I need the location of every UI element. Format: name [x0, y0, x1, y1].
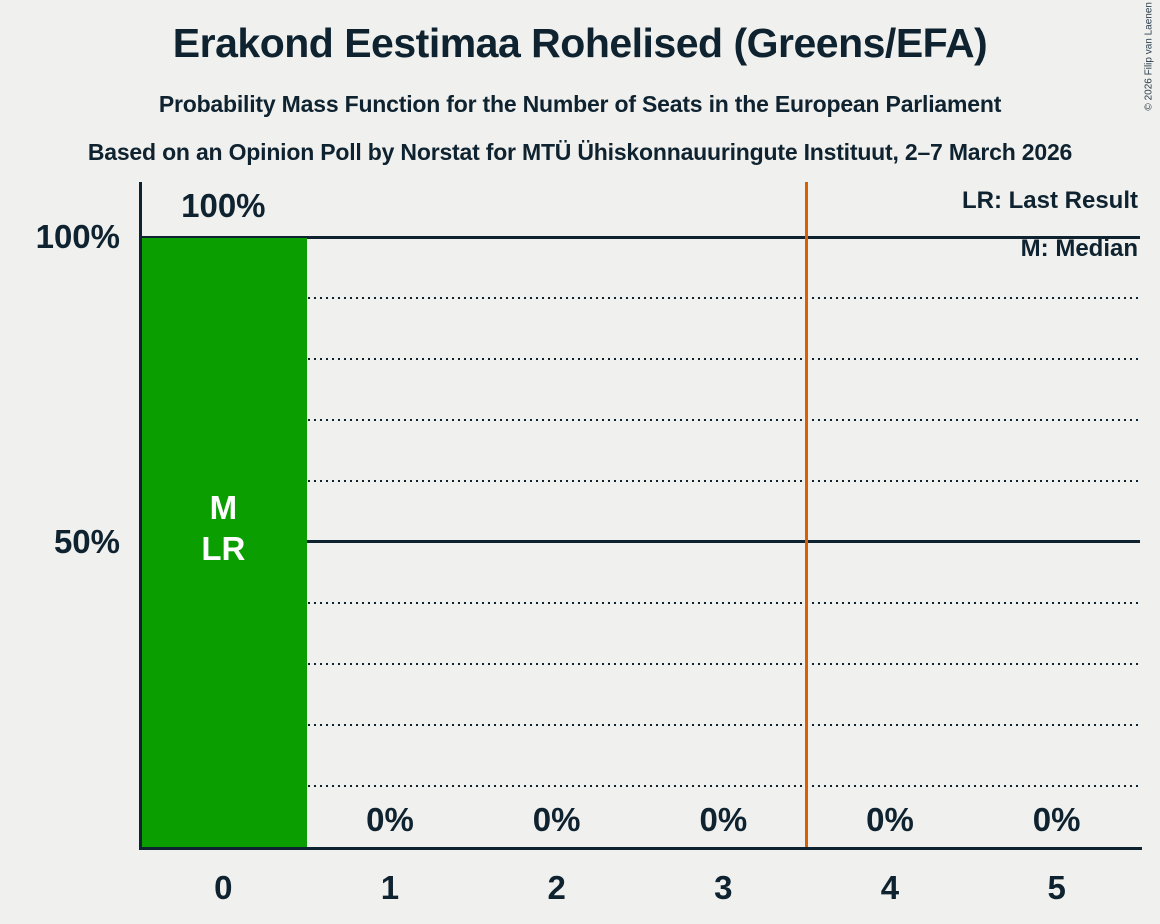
bar-value-label-2: 0%: [532, 801, 581, 838]
bar-value-label-0: 100%: [181, 187, 266, 224]
bar-seats-0: [140, 238, 307, 847]
gridline-dotted-10: [140, 784, 1140, 787]
gridline-solid-50: [140, 540, 1140, 544]
gridline-dotted-90: [140, 296, 1140, 299]
bar-value-label-4: 0%: [866, 801, 914, 838]
gridline-dotted-60: [140, 479, 1140, 482]
x-tick-label-0: 0: [214, 869, 233, 906]
x-tick-label-3: 3: [714, 869, 733, 906]
y-tick-label-50: 50%: [53, 522, 120, 560]
bar-value-label-3: 0%: [699, 801, 748, 838]
x-tick-label-2: 2: [547, 869, 566, 906]
threshold-line: [805, 182, 809, 847]
copyright-notice: © 2026 Filip van Laenen: [1144, 2, 1155, 111]
legend-median: M: Median: [1020, 235, 1138, 262]
page-title: Erakond Eestimaa Rohelised (Greens/EFA): [172, 20, 988, 66]
chart-source-line: Based on an Opinion Poll by Norstat for …: [87, 139, 1073, 165]
bar-annotation-markers: M LR: [140, 487, 307, 569]
x-tick-label-1: 1: [380, 869, 400, 906]
x-tick-label-5: 5: [1047, 869, 1066, 906]
y-tick-label-100: 100%: [35, 218, 120, 255]
x-axis: [138, 846, 1142, 850]
gridline-dotted-80: [140, 357, 1140, 360]
gridline-dotted-40: [140, 601, 1140, 604]
bar-value-label-5: 0%: [1032, 801, 1081, 838]
x-tick-label-4: 4: [880, 869, 900, 906]
gridline-solid-100: [140, 235, 1140, 239]
legend-last-result: LR: Last Result: [961, 187, 1138, 214]
plot-area: 100% 0% 0% 0% 0% 0% 0 1 2 3 4 5 100% 50% M LR: [36, 182, 1142, 906]
chart-subtitle: Probability Mass Function for the Number…: [158, 91, 1002, 117]
gridline-dotted-20: [140, 723, 1140, 726]
gridline-dotted-30: [140, 662, 1140, 665]
marker-lr: LR: [201, 530, 246, 567]
gridline-dotted-70: [140, 418, 1140, 421]
y-axis: [138, 182, 142, 850]
bar-value-label-1: 0%: [366, 801, 414, 838]
marker-m: M: [209, 489, 238, 526]
